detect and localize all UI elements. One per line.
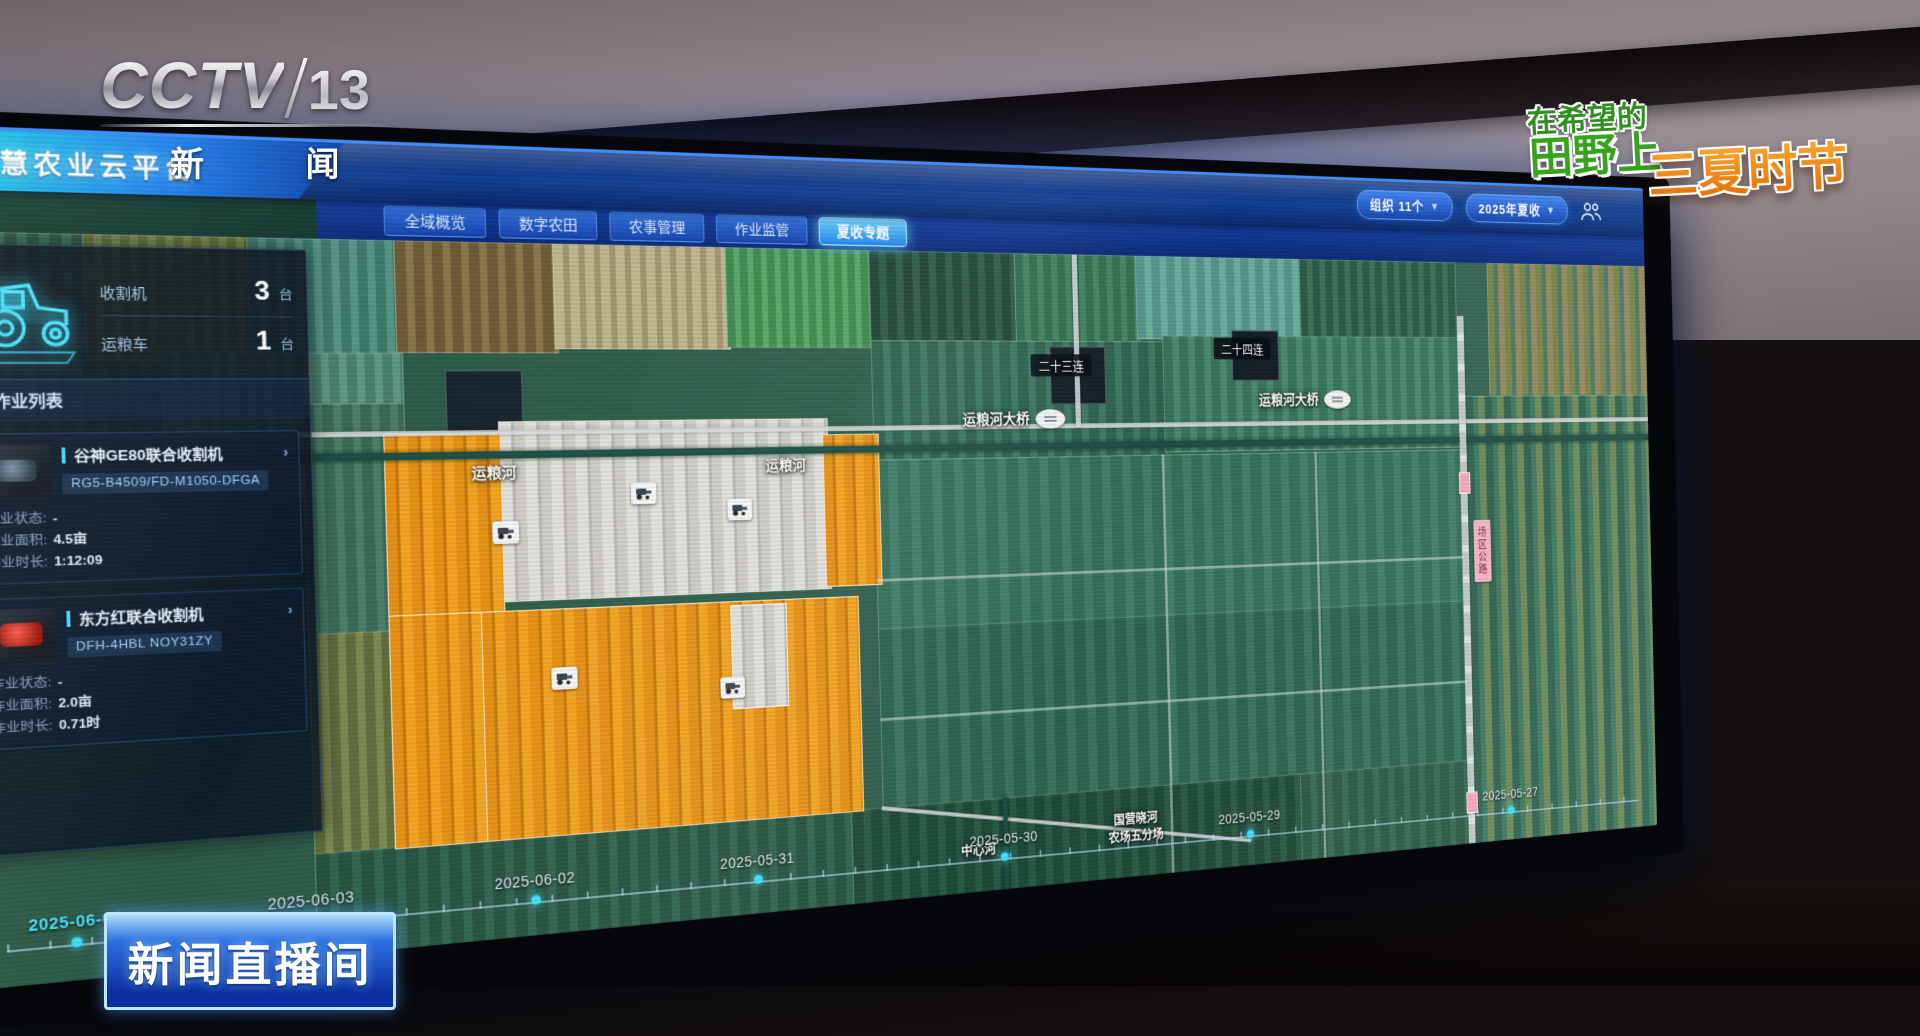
stat-value: 1: [255, 326, 271, 357]
accent-bar: [66, 610, 70, 626]
left-panel: 收割机 3 台 运粮车 1 台 ◆ 作业列表: [0, 243, 323, 859]
bridge-label-text: 运粮河大桥: [1259, 390, 1319, 410]
field-block: [1299, 259, 1458, 339]
timeline-dot: [1000, 852, 1008, 861]
chevron-right-icon[interactable]: ›: [287, 601, 292, 618]
ripe-wheat-block: [498, 418, 832, 602]
accent-bar: [61, 447, 65, 463]
stat-row-grain-trucks: 运粮车 1 台: [100, 316, 294, 366]
tab-overview[interactable]: 全域概览: [383, 205, 486, 238]
machine-photo: [0, 444, 52, 498]
field-label: 作业状态:: [0, 675, 52, 692]
machine-photo: [0, 608, 57, 664]
tab-summer-harvest[interactable]: 夏收专题: [818, 217, 907, 247]
season-selector[interactable]: 2025年夏收 ▼: [1466, 193, 1568, 224]
logo-underline: [100, 124, 385, 127]
map-label-company24: 二十四连: [1213, 338, 1270, 360]
field-value: 1:12:09: [54, 553, 103, 568]
timeline-dot: [1246, 830, 1253, 839]
users-icon[interactable]: [1580, 200, 1602, 223]
season-selector-label: 2025年夏收: [1478, 199, 1541, 220]
harvested-block: [480, 596, 864, 842]
org-selector-label: 组织 11个: [1370, 195, 1425, 216]
stat-unit: 台: [280, 335, 294, 354]
field-value: 2.0亩: [58, 695, 92, 711]
stat-value: 3: [254, 276, 270, 307]
field-block: [393, 240, 559, 353]
stat-unit: 台: [279, 285, 293, 304]
timeline-dot: [1508, 806, 1515, 815]
job-list-title: 作业列表: [0, 389, 63, 412]
tab-operation-supervision[interactable]: 作业监管: [716, 214, 808, 245]
job-card[interactable]: 东方红联合收割机 › DFH-4HBL NOY31ZY 作业状态:- 作业面积:…: [0, 587, 308, 751]
tab-digital-farmland[interactable]: 数字农田: [498, 208, 597, 240]
harvested-block: [388, 612, 488, 850]
field-label: 作业时长:: [0, 719, 53, 736]
field-block: [1135, 256, 1304, 340]
job-title: 谷神GE80联合收割机: [74, 442, 223, 466]
harvester-marker[interactable]: [720, 676, 745, 699]
map-label-bridge-east: 运粮河大桥: [1259, 389, 1351, 409]
field-block: [724, 247, 874, 348]
stat-label: 收割机: [99, 280, 147, 302]
road-marker: [1459, 472, 1471, 494]
field-label: 作业面积:: [0, 533, 47, 549]
stat-row-harvesters: 收割机 3 台: [99, 264, 294, 317]
field-block: [1487, 263, 1649, 398]
harvester-marker[interactable]: [492, 521, 519, 544]
map-label-river-west: 运粮河: [471, 462, 516, 484]
field-value: -: [57, 675, 62, 689]
timeline-dot: [754, 874, 763, 884]
timeline-dot: [531, 895, 541, 905]
bridge-icon: [1324, 390, 1351, 408]
logo-divider: [284, 58, 307, 118]
job-list-header: ◆ 作业列表: [0, 378, 310, 422]
cctv-wordmark: CCTV: [100, 52, 284, 118]
field-block: [552, 244, 731, 350]
tractor-hologram-icon: [0, 261, 90, 368]
machine-code-badge: RG5-B4509/FD-M1050-DFGA: [62, 470, 268, 494]
map-label-bridge-west: 运粮河大桥: [962, 408, 1065, 429]
chevron-right-icon[interactable]: ›: [283, 443, 288, 460]
machine-code-badge: DFH-4HBL NOY31ZY: [67, 631, 222, 658]
program-corner-logo: 新闻直播间: [104, 912, 396, 1010]
field-block: [874, 449, 1464, 630]
map-label-road-vertical: 场区公路: [1473, 520, 1491, 583]
chevron-down-icon: ▼: [1430, 200, 1440, 213]
org-selector[interactable]: 组织 11个 ▼: [1356, 189, 1452, 221]
harvested-block: [822, 434, 882, 587]
cctv-channel-logo: CCTV 13 新 闻: [100, 52, 385, 186]
corner-logo-text: 新闻直播间: [107, 929, 393, 995]
field-label: 作业面积:: [0, 697, 52, 714]
map-label-river-mid: 运粮河: [765, 455, 806, 476]
harvester-marker[interactable]: [551, 667, 578, 690]
job-card[interactable]: 谷神GE80联合收割机 › RG5-B4509/FD-M1050-DFGA 作业…: [0, 430, 303, 586]
field-value: 4.5亩: [53, 532, 87, 547]
field-label: 作业状态:: [0, 511, 47, 526]
badge-line3: 三夏时节: [1646, 126, 1849, 208]
harvester-marker[interactable]: [727, 498, 752, 520]
field-block: [868, 250, 1019, 344]
chevron-down-icon: ▼: [1546, 204, 1556, 217]
channel-number: 13: [308, 62, 370, 118]
field-value: -: [53, 511, 58, 525]
bridge-label-text: 运粮河大桥: [962, 408, 1029, 429]
farm-dashboard: 二十三连 二十四连 运粮河大桥 运粮河大桥 运粮河 运粮河 中心河 国营晓河 农…: [0, 124, 1657, 992]
program-badge: 在希望的 田野上 三夏时节: [1526, 91, 1859, 182]
bridge-icon: [1035, 409, 1065, 429]
job-title: 东方红联合收割机: [79, 602, 204, 628]
timeline-dot: [71, 937, 82, 948]
channel-subtitle: 新 闻: [100, 137, 385, 186]
machinery-stats-card: 收割机 3 台 运粮车 1 台: [0, 244, 309, 379]
tab-farming-management[interactable]: 农事管理: [609, 211, 705, 242]
stat-label: 运粮车: [101, 332, 149, 354]
field-value: 0.71时: [59, 716, 101, 732]
field-label: 作业时长:: [0, 555, 48, 571]
map-label-company23: 二十三连: [1030, 354, 1091, 376]
harvester-marker[interactable]: [631, 482, 657, 504]
